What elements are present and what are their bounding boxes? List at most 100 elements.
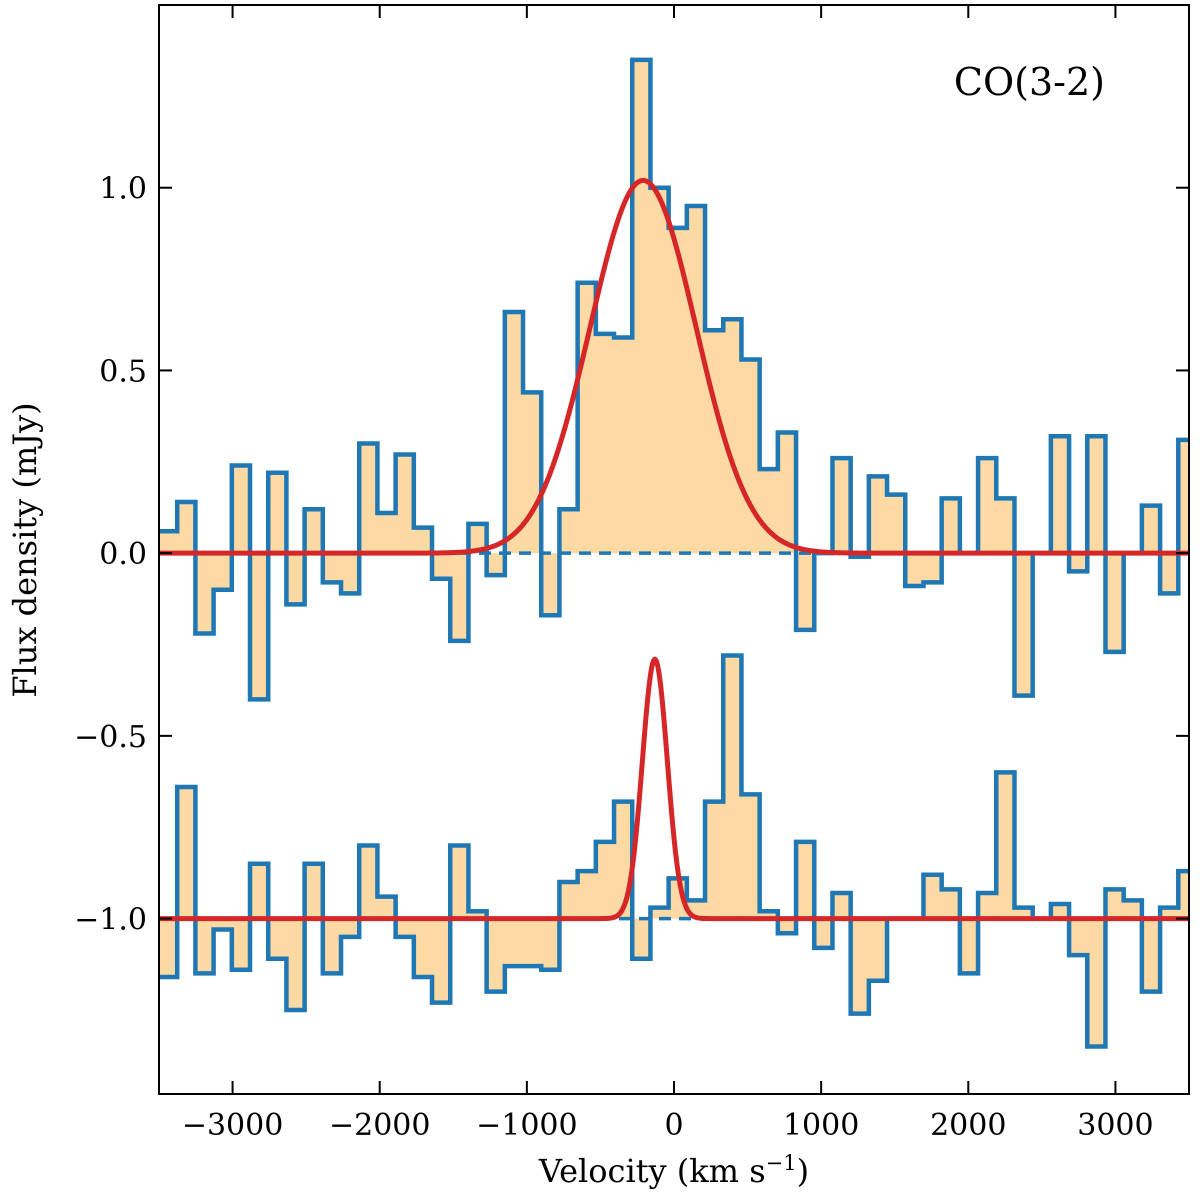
spectrum-bar	[159, 531, 178, 554]
spectrum-bar	[595, 333, 615, 554]
spectrum-bar	[541, 553, 560, 616]
spectrum-bar	[1050, 903, 1070, 919]
spectrum-bar	[1105, 553, 1125, 652]
spectrum-bar	[741, 359, 761, 554]
spectrum-bar	[231, 918, 251, 970]
y-axis-label: Flux density (mJy)	[6, 402, 44, 697]
spectrum-bar	[159, 918, 178, 978]
spectrum-bar	[1014, 553, 1034, 696]
x-tick-label: 2000	[930, 1108, 1006, 1143]
spectrum-upper	[159, 57, 1189, 702]
spectrum-bar	[1069, 553, 1088, 572]
spectrum-bar	[195, 553, 214, 634]
spectrum-bar	[541, 918, 560, 970]
y-tick-label: 1.0	[99, 172, 147, 207]
spectrum-bar	[650, 187, 670, 554]
spectrum-bar	[523, 918, 542, 967]
x-tick-label: −1000	[476, 1108, 577, 1143]
x-tick-label: −2000	[329, 1108, 430, 1143]
spectrum-bar	[723, 655, 742, 919]
spectrum-bar	[432, 918, 451, 1003]
spectrum-bar	[832, 893, 852, 919]
spectrum-bar	[213, 918, 233, 930]
spectrum-bar	[650, 907, 670, 919]
spectrum-bar	[923, 553, 943, 583]
spectrum-bar	[959, 918, 979, 974]
spectrum-bar	[504, 918, 524, 967]
broad-gaussian-fit	[159, 177, 1189, 556]
spectrum-bar	[559, 882, 579, 919]
y-tick-label: 0.0	[99, 537, 147, 572]
spectrum-bar	[1178, 439, 1189, 554]
spectrum-bar	[268, 918, 287, 959]
spectrum-bar	[1141, 918, 1161, 992]
spectrum-bar	[468, 523, 488, 554]
spectrum-bar	[322, 553, 342, 583]
spectrum-bar	[1160, 907, 1179, 919]
line-annotation: CO(3-2)	[954, 60, 1105, 104]
spectrum-bar	[1160, 553, 1179, 594]
spectrum-bar	[413, 527, 433, 554]
spectrum-bar	[250, 553, 269, 700]
y-tick-label: −1.0	[74, 903, 147, 938]
spectrum-bar	[268, 472, 287, 554]
spectrum-bar	[432, 553, 451, 579]
spectrum-bar	[413, 918, 433, 978]
spectrum-bar	[905, 553, 924, 587]
spectrum-bar	[705, 801, 724, 919]
spectrum-bar	[723, 319, 742, 554]
spectrum-bar	[759, 469, 779, 554]
spectrum-bar	[341, 553, 360, 594]
spectrum-bar	[468, 911, 488, 919]
spectrum-bar	[1105, 889, 1125, 919]
spectrum-bar	[777, 432, 797, 554]
spectrum-bar	[359, 443, 378, 554]
spectrum-bar	[486, 553, 506, 576]
x-tick-label: −3000	[182, 1108, 283, 1143]
spectrum-bar	[1087, 436, 1106, 554]
spectrum-step-line	[159, 653, 1189, 1049]
y-tick-label: −0.5	[74, 720, 147, 755]
spectrum-bar	[1014, 907, 1034, 919]
spectrum-bar	[322, 918, 342, 974]
spectrum-bar	[231, 465, 251, 554]
spectrum-bar	[395, 918, 415, 937]
axes: −3000 −2000 −1000 0 1000 2000 3000 1.0 0.5 0.0 −0.…	[74, 4, 1190, 1143]
spectrum-bar	[996, 772, 1015, 919]
spectrum-bar	[377, 512, 397, 554]
spectrum-bar	[377, 896, 397, 919]
spectrum-bar	[177, 501, 196, 554]
spectrum-bar	[632, 59, 651, 554]
spectrum-bar	[887, 494, 906, 554]
y-tick-label: 0.5	[99, 354, 147, 389]
spectrum-bar	[1123, 900, 1143, 919]
x-tick-label: 3000	[1077, 1108, 1153, 1143]
spectrum-bar	[996, 498, 1015, 554]
spectrum-bar	[741, 794, 761, 919]
spectrum-bar	[978, 893, 997, 919]
spectrum-bar	[450, 553, 469, 641]
spectrum-bar	[195, 918, 214, 974]
spectrum-bar	[359, 845, 378, 919]
spectrum-bar	[1196, 838, 1200, 918]
spectrum-bar	[632, 918, 651, 959]
plot-area	[159, 57, 1200, 1049]
spectrum-bar	[1069, 918, 1088, 956]
x-axis-label: Velocity (km s−1)	[538, 1151, 809, 1190]
spectrum-bar	[177, 787, 196, 919]
spectrum-bar	[395, 454, 415, 554]
spectrum-bar	[341, 918, 360, 937]
spectrum-bar	[504, 311, 524, 554]
spectrum-bar	[250, 863, 269, 919]
spectrum-bar	[486, 918, 506, 992]
spectrum-lower	[159, 653, 1200, 1049]
spectrum-bar	[777, 918, 797, 934]
spectrum-bar	[686, 205, 706, 554]
spectrum-bar	[213, 553, 233, 590]
spectrum-bar	[668, 227, 688, 554]
spectrum-bar	[595, 841, 615, 919]
spectrum-bar	[1087, 918, 1106, 1047]
spectrum-bar	[941, 889, 961, 919]
spectrum-bar	[832, 458, 852, 554]
